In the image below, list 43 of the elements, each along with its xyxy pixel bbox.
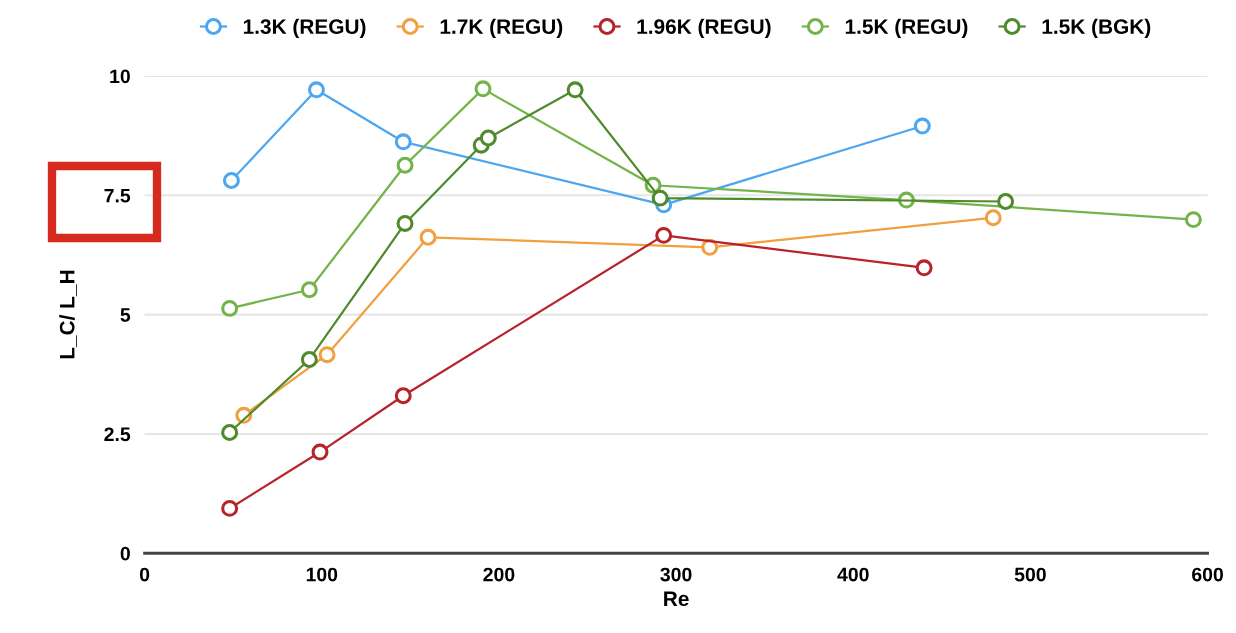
y-tick-label: 2.5 <box>104 427 131 442</box>
y-tick-label: 0 <box>120 546 130 561</box>
point <box>222 172 240 189</box>
legend-label: 1.5K (BGK) <box>1042 18 1151 39</box>
point <box>396 214 414 232</box>
point <box>394 387 412 405</box>
point <box>221 499 239 517</box>
point <box>479 129 497 147</box>
point <box>474 80 492 98</box>
y-tick-label: 5 <box>120 308 131 322</box>
point <box>221 299 239 317</box>
x-axis-title: Re <box>664 591 689 607</box>
point <box>984 209 1002 227</box>
x-tick-label: 100 <box>306 567 338 582</box>
point <box>1184 211 1202 229</box>
x-tick-label: 400 <box>837 567 869 582</box>
y-tick-label: 7.5 <box>104 188 131 203</box>
point <box>913 117 931 135</box>
legend-label: 1.7K (REGU) <box>440 18 563 39</box>
point <box>419 228 437 246</box>
point <box>311 443 329 461</box>
point <box>396 156 414 174</box>
point <box>300 350 318 368</box>
point <box>651 189 669 207</box>
point <box>307 81 325 99</box>
point <box>221 424 239 441</box>
point <box>394 133 412 151</box>
y-axis-title: L_C/ L_H <box>59 270 77 359</box>
point <box>915 259 933 277</box>
point <box>300 281 318 299</box>
x-tick-label: 600 <box>1192 567 1223 582</box>
x-tick-label: 0 <box>139 567 150 582</box>
point <box>566 81 584 99</box>
point <box>318 346 336 364</box>
point <box>997 193 1015 210</box>
x-tick-label: 200 <box>483 567 515 582</box>
point <box>655 226 673 244</box>
legend-label: 1.5K (REGU) <box>845 18 968 39</box>
x-tick-label: 500 <box>1014 567 1046 582</box>
legend-label: 1.3K (REGU) <box>243 18 366 39</box>
legend-label: 1.96K (REGU) <box>637 18 771 39</box>
x-tick-label: 300 <box>660 567 692 582</box>
y-tick-label: 10 <box>110 69 130 84</box>
